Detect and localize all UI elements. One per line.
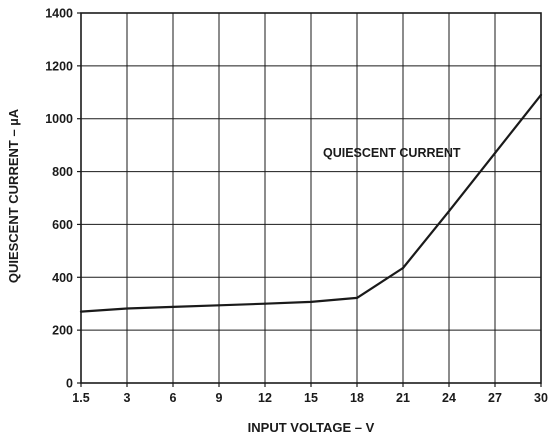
data-point [217,304,221,307]
data-point [447,210,451,213]
data-point [125,307,129,310]
x-axis-ticks: 1.5 3 6 9 12 15 18 21 24 27 30 [72,383,548,405]
series-group [79,93,543,313]
data-point [401,266,405,270]
x-tick-label: 9 [216,391,223,405]
x-tick-label: 15 [304,391,318,405]
x-tick-label: 1.5 [72,391,89,405]
y-tick-label: 800 [52,165,73,179]
y-tick-label: 1200 [45,59,73,73]
y-tick-label: 400 [52,271,73,285]
y-tick-label: 1400 [45,7,73,21]
grid [81,13,541,383]
y-axis-title: QUIESCENT CURRENT – µA [6,108,21,283]
y-tick-label: 1000 [45,112,73,126]
x-tick-label: 12 [258,391,272,405]
x-tick-label: 6 [170,391,177,405]
x-axis-title: INPUT VOLTAGE – V [248,420,375,435]
x-tick-label: 18 [350,391,364,405]
y-tick-label: 200 [52,324,73,338]
data-point [309,300,313,303]
y-axis-ticks: 0 200 400 600 800 1000 1200 1400 [45,7,81,391]
x-tick-label: 3 [124,391,131,405]
data-point [171,305,175,308]
x-tick-label: 24 [442,391,456,405]
x-tick-label: 27 [488,391,502,405]
data-point [493,151,497,155]
series-annotation: QUIESCENT CURRENT [323,146,461,160]
y-tick-label: 600 [52,218,73,232]
data-point [263,302,267,305]
data-point [355,296,359,299]
x-tick-label: 30 [534,391,548,405]
y-tick-label: 0 [66,377,73,391]
x-tick-label: 21 [396,391,410,405]
plot-frame [80,12,542,384]
